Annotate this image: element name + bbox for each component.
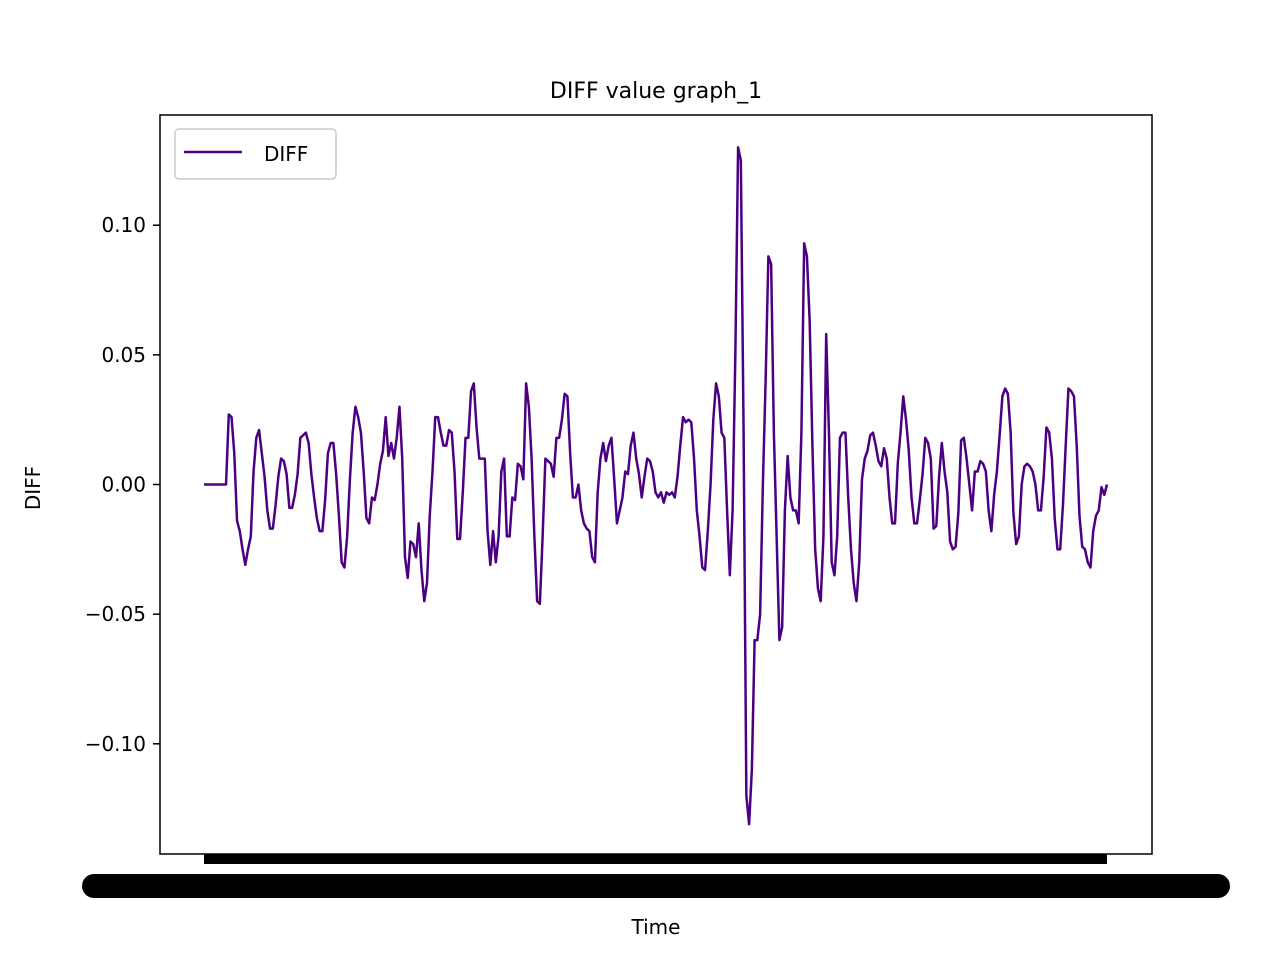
y-tick-label: 0.00: [101, 473, 146, 497]
legend: DIFF: [174, 128, 337, 180]
legend-label: DIFF: [264, 142, 308, 166]
y-tick-label: 0.10: [101, 213, 146, 237]
legend-box: [174, 128, 337, 180]
y-tick-label: −0.10: [85, 732, 146, 756]
x-axis: [82, 854, 1230, 898]
x-tick-band: [204, 854, 1107, 864]
series-line-diff: [204, 146, 1109, 826]
series-layer: [204, 146, 1109, 826]
plot-frame: [159, 114, 1153, 855]
y-tick-label: −0.05: [85, 602, 146, 626]
y-tick-label: 0.05: [101, 343, 146, 367]
y-axis-label: DIFF: [21, 466, 45, 510]
x-tick-labels-overlap: [82, 874, 1230, 898]
chart-title: DIFF value graph_1: [550, 79, 762, 104]
x-axis-label: Time: [631, 915, 681, 939]
y-axis: 0.10 0.05 0.00 −0.05 −0.10: [85, 213, 160, 756]
